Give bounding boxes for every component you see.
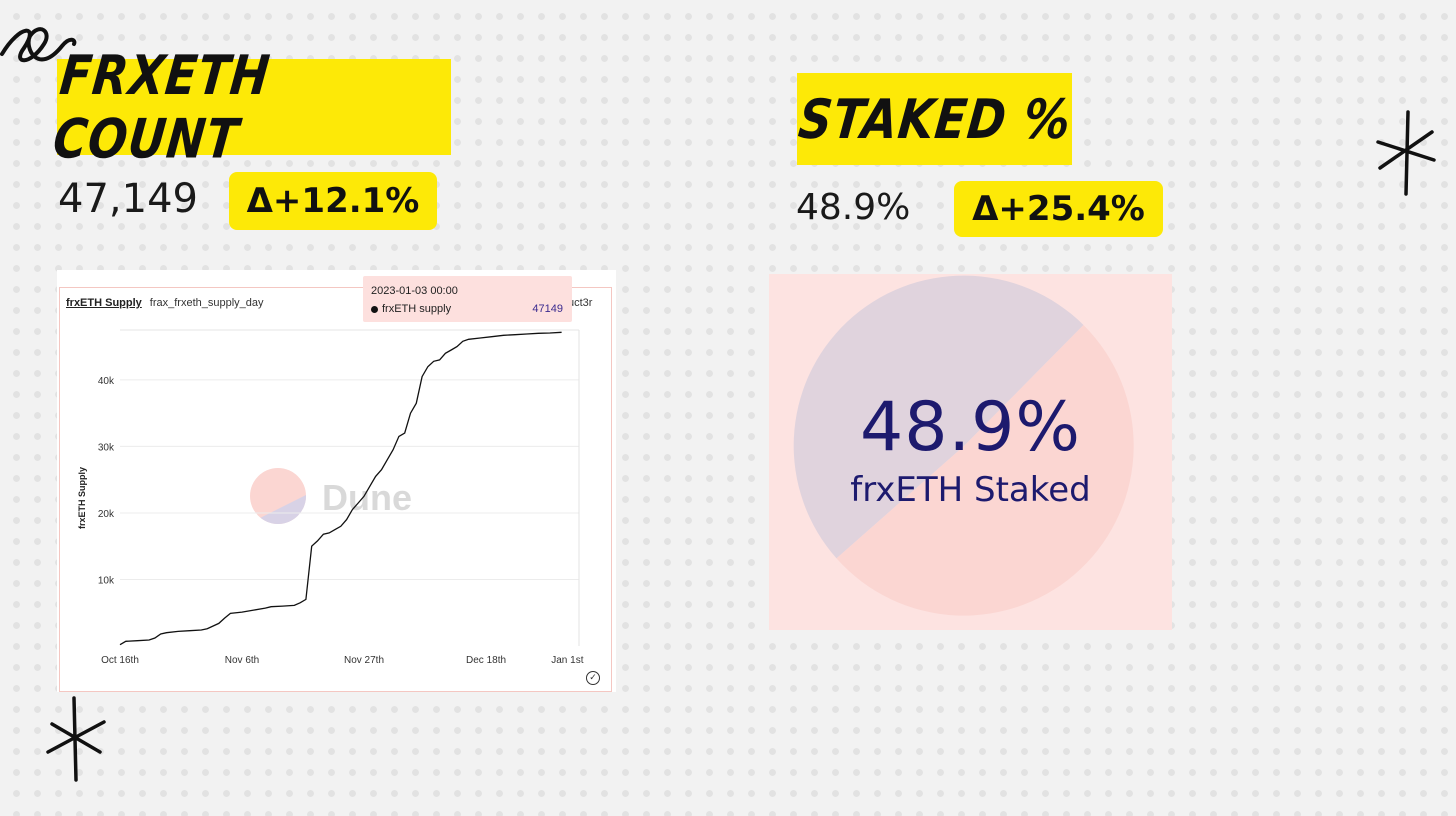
check-circle-icon[interactable]: ✓ [586, 671, 600, 685]
star-icon [42, 692, 112, 784]
chart-title-link[interactable]: frxETH Supply [66, 297, 142, 309]
pie-center-caption: frxETH Staked [850, 470, 1091, 510]
pie-chart-svg[interactable] [769, 274, 1172, 630]
staked-percent-value: 48.9% [796, 187, 911, 228]
frxeth-count-delta-badge: Δ+12.1% [229, 172, 437, 230]
tooltip-series-dot [371, 306, 378, 313]
dune-watermark: Dune [250, 468, 412, 524]
chart-query-name: frax_frxeth_supply_day [149, 297, 264, 309]
tooltip-date: 2023-01-03 00:00 [371, 285, 458, 297]
chart-author[interactable]: uct3r [568, 297, 593, 309]
pie-center-value: 48.9% [859, 388, 1082, 467]
tooltip-value: 47149 [532, 303, 563, 315]
x-tick-label: Dec 18th [466, 655, 506, 666]
staked-percent-title-text: Staked % [795, 87, 1074, 151]
x-tick-label: Nov 27th [344, 655, 384, 666]
watermark-text: Dune [322, 477, 412, 518]
staked-pie-card: 48.9% frxETH Staked [769, 274, 1172, 630]
y-tick-label: 40k [98, 376, 115, 387]
line-chart-svg[interactable]: Dune 10k 20k 30k 40k Oct 16th Nov 6th Nov 27t… [60, 288, 611, 691]
scribble-decoration [0, 14, 80, 76]
pie-slice [836, 325, 1134, 616]
star-icon [1372, 108, 1442, 198]
supply-chart-card: frxETH Supply frax_frxeth_supply_day uct3… [57, 270, 616, 692]
supply-chart-frame: frxETH Supply frax_frxeth_supply_day uct3… [59, 276, 612, 692]
y-axis-label: frxETH Supply [77, 467, 87, 529]
chart-header: frxETH Supply frax_frxeth_supply_day [66, 297, 264, 309]
staked-percent-title: Staked % [795, 73, 1074, 165]
chart-tooltip: 2023-01-03 00:00 frxETH supply 47149 [363, 276, 572, 322]
frxeth-count-title-text: frxETH count [50, 43, 274, 171]
x-tick-label: Jan 1st [551, 655, 583, 666]
y-tick-label: 10k [98, 575, 115, 586]
x-tick-label: Oct 16th [101, 655, 139, 666]
tooltip-series-name: frxETH supply [382, 303, 452, 315]
frxeth-count-title: frxETH count [50, 43, 451, 171]
y-tick-label: 30k [98, 442, 115, 453]
x-tick-label: Nov 6th [225, 655, 259, 666]
pie-slice [793, 275, 1084, 559]
frxeth-count-value: 47,149 [58, 176, 198, 222]
y-tick-label: 20k [98, 509, 115, 520]
staked-percent-delta-badge: Δ+25.4% [954, 181, 1163, 237]
series-line-frxeth-supply [119, 331, 562, 646]
